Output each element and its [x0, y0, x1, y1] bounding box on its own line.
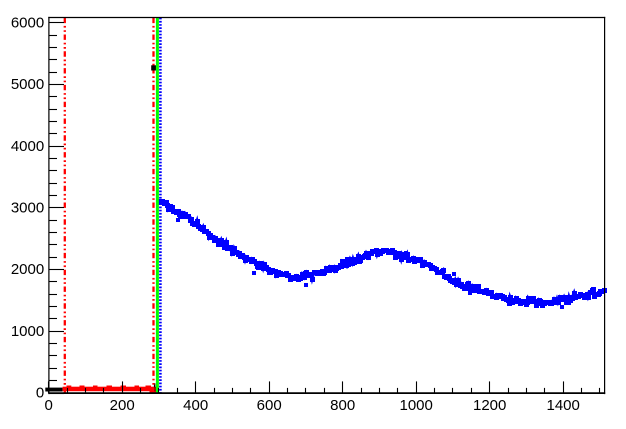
svg-text:2000: 2000	[11, 261, 44, 278]
svg-text:6000: 6000	[11, 15, 44, 32]
svg-text:0: 0	[36, 385, 44, 402]
svg-text:200: 200	[110, 397, 135, 414]
svg-text:0: 0	[45, 397, 53, 414]
svg-text:400: 400	[183, 397, 208, 414]
svg-text:1400: 1400	[547, 397, 580, 414]
svg-text:800: 800	[330, 397, 355, 414]
svg-text:4000: 4000	[11, 138, 44, 155]
svg-text:1000: 1000	[11, 323, 44, 340]
svg-text:600: 600	[257, 397, 282, 414]
svg-text:3000: 3000	[11, 200, 44, 217]
svg-text:5000: 5000	[11, 76, 44, 93]
svg-text:1200: 1200	[473, 397, 506, 414]
svg-text:1000: 1000	[400, 397, 433, 414]
